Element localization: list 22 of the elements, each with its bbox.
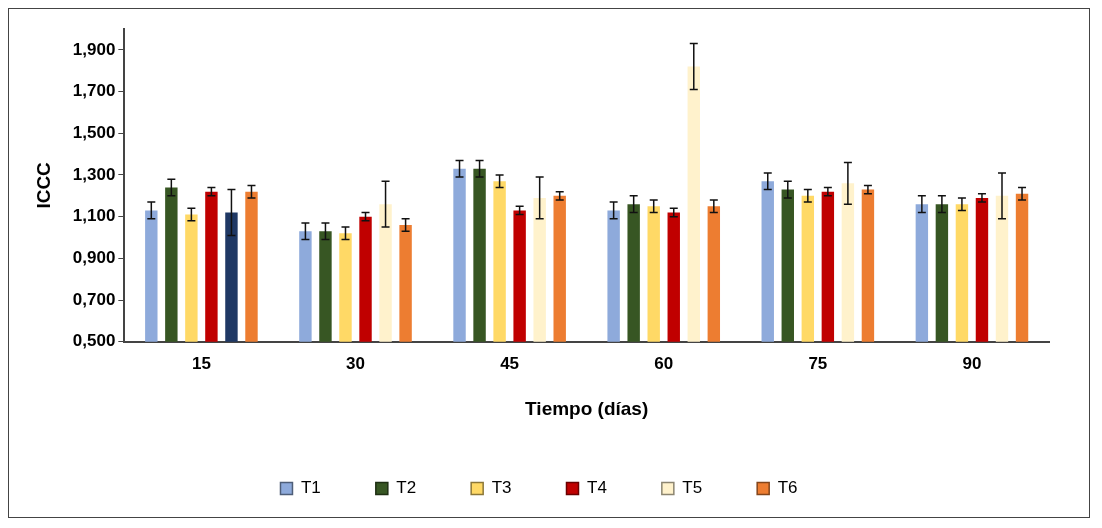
y-tick-label: 1,300 — [72, 164, 116, 184]
y-tick-label: 0,900 — [72, 248, 116, 268]
x-tick-label: 15 — [191, 353, 211, 373]
y-axis-title: ICCC — [32, 161, 54, 209]
legend-label: T3 — [491, 478, 512, 498]
y-tick-label: 1,900 — [72, 39, 116, 59]
legend-label: T1 — [300, 478, 321, 498]
x-tick-label: 75 — [808, 353, 828, 373]
legend-label: T2 — [396, 478, 417, 498]
legend-label: T4 — [587, 478, 607, 498]
y-tick-label: 0,700 — [72, 289, 116, 309]
legend-label: T6 — [777, 478, 798, 498]
x-axis-title: Tiempo (días) — [525, 397, 649, 419]
x-tick-label: 60 — [654, 353, 674, 373]
y-tick-label: 1,700 — [72, 81, 116, 101]
x-tick-label: 30 — [346, 353, 365, 373]
y-tick-label: 1,100 — [72, 206, 116, 226]
legend-label: T5 — [682, 478, 703, 498]
x-tick-label: 45 — [500, 353, 520, 373]
y-tick-label: 1,500 — [72, 122, 116, 142]
y-tick-label: 0,500 — [72, 331, 116, 351]
x-tick-label: 90 — [962, 353, 982, 373]
